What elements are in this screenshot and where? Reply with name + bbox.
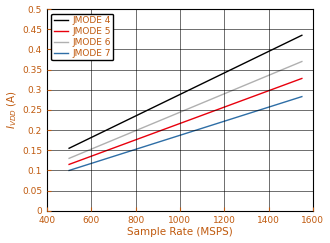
Y-axis label: $\mathit{I}_{VDD}$ (A): $\mathit{I}_{VDD}$ (A) <box>6 90 19 130</box>
X-axis label: Sample Rate (MSPS): Sample Rate (MSPS) <box>127 227 233 237</box>
Legend: JMODE 4, JMODE 5, JMODE 6, JMODE 7: JMODE 4, JMODE 5, JMODE 6, JMODE 7 <box>51 14 114 61</box>
